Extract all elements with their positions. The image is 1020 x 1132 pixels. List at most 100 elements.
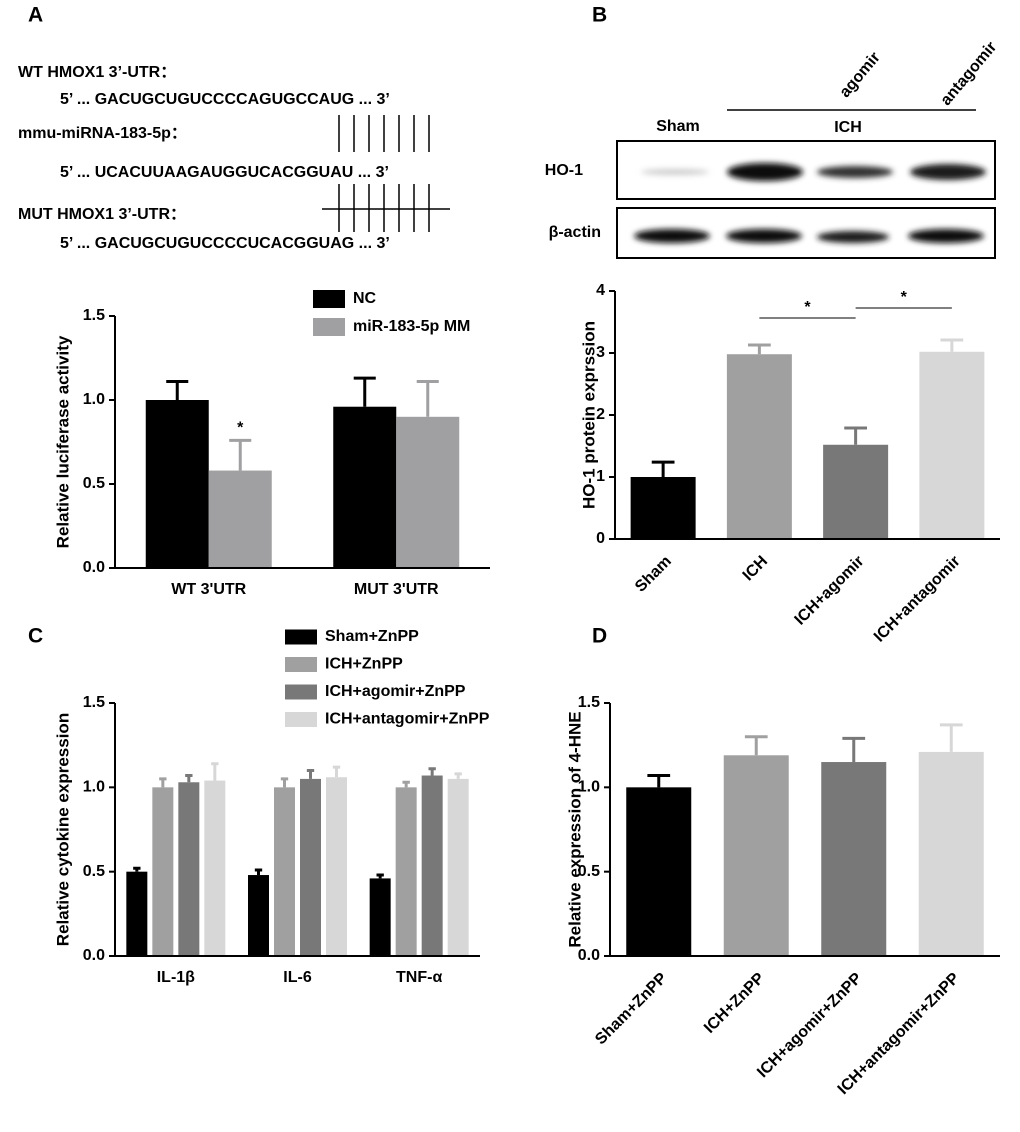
x-tick-label: IL-1β (157, 969, 195, 986)
legend-swatch (313, 290, 345, 308)
error-bar (332, 765, 341, 778)
y-tick-label: 0.5 (83, 475, 105, 492)
blot-subgroup: antagomir (938, 39, 1001, 109)
x-tick-label: ICH+ZnPP (701, 970, 768, 1037)
error-bar (842, 736, 866, 763)
blot-group: ICH (834, 119, 862, 136)
error-bar (229, 438, 252, 471)
sequence: 5’ ... UCACUUAAGAUGGUCACGGUAU ... 3’ (60, 164, 389, 181)
panel-letter: D (592, 625, 607, 648)
error-bar (402, 780, 410, 788)
bar (821, 762, 887, 956)
legend-swatch (285, 684, 317, 700)
panel-letter: C (28, 625, 43, 648)
error-bar (416, 380, 439, 417)
legend-label: NC (353, 290, 377, 307)
bar (333, 406, 397, 568)
legend-label: ICH+antagomir+ZnPP (325, 711, 490, 728)
y-tick-label: 1.5 (578, 694, 600, 711)
y-axis-label: HO-1 protein exprssion (579, 321, 598, 509)
sequence-label: MUT HMOX1 3’-UTR： (18, 206, 186, 223)
x-tick-label: MUT 3'UTR (354, 581, 439, 598)
bar (178, 782, 200, 956)
y-axis-label: Relative expression of 4-HNE (565, 711, 584, 947)
y-tick-label: 0.0 (83, 947, 105, 964)
legend-label: ICH+ZnPP (325, 656, 403, 673)
blot-row-label: β-actin (549, 224, 601, 241)
y-tick-label: 0.0 (83, 559, 105, 576)
bar (396, 416, 460, 568)
x-tick-label: TNF-α (396, 969, 442, 986)
bar (447, 778, 469, 956)
sequence-label: WT HMOX1 3’-UTR： (18, 64, 176, 81)
legend-label: ICH+agomir+ZnPP (325, 683, 466, 700)
x-tick-label: Sham (632, 553, 675, 596)
annotation: * (237, 420, 244, 437)
x-tick-label: ICH (740, 553, 772, 585)
legend-swatch (313, 318, 345, 336)
bar (204, 780, 226, 956)
blot-subgroup: agomir (836, 49, 883, 101)
y-tick-label: 1.0 (83, 779, 105, 796)
bar (300, 778, 321, 956)
bar (626, 787, 692, 956)
blot-row-label: HO-1 (545, 162, 583, 179)
error-bar (133, 866, 141, 872)
legend-swatch (285, 657, 317, 672)
error-bar (280, 777, 289, 788)
error-bar (454, 772, 462, 779)
x-tick-label: Sham+ZnPP (592, 970, 671, 1049)
bar (726, 354, 792, 539)
x-tick-label: IL-6 (283, 969, 312, 986)
sequence: 5’ ... GACUGCUGUCCCCUCACGGUAG ... 3’ (60, 235, 390, 252)
bar (152, 787, 174, 956)
error-bar (940, 338, 964, 352)
error-bar (376, 873, 384, 879)
sequence-label: mmu-miRNA-183-5p： (18, 125, 187, 142)
y-tick-label: 1 (596, 468, 605, 485)
panel-letter: B (592, 4, 607, 27)
error-bar (306, 768, 315, 779)
annotation: * (901, 289, 908, 306)
bar (918, 751, 984, 956)
legend-label: Sham+ZnPP (325, 628, 419, 645)
y-tick-label: 4 (596, 282, 605, 299)
error-bar (185, 774, 193, 783)
bar (326, 777, 347, 956)
bar (126, 871, 148, 956)
error-bar (159, 777, 167, 788)
error-bar (748, 343, 771, 355)
error-bar (211, 762, 219, 781)
annotation: * (804, 299, 811, 316)
error-bar (166, 380, 189, 400)
pairing-lines (322, 115, 450, 232)
bar (145, 400, 209, 568)
y-axis-label: Relative luciferase activity (53, 335, 72, 548)
error-bar (428, 767, 436, 776)
y-tick-label: 1.0 (578, 779, 600, 796)
y-tick-label: 0.0 (578, 947, 600, 964)
y-tick-label: 1.0 (83, 391, 105, 408)
bar (723, 755, 789, 956)
y-tick-label: 0 (596, 530, 605, 547)
bar (208, 470, 272, 568)
x-tick-label: ICH+agomir (792, 553, 868, 629)
legend-label: miR-183-5p MM (353, 318, 470, 335)
error-bar (353, 376, 376, 407)
bar (919, 351, 985, 539)
bar (630, 477, 696, 539)
panel-letter: A (28, 4, 43, 27)
bar (369, 878, 391, 956)
y-axis-label: Relative cytokine expression (53, 713, 72, 946)
error-bar (651, 460, 675, 477)
bar (395, 787, 417, 956)
y-tick-label: 3 (596, 344, 605, 361)
sequence: 5’ ... GACUGCUGUCCCCAGUGCCAUG ... 3’ (60, 91, 390, 108)
error-bar (939, 723, 963, 752)
y-tick-label: 0.5 (83, 863, 105, 880)
error-bar (647, 774, 671, 788)
legend-swatch (285, 629, 317, 645)
blot-group: Sham (656, 118, 700, 135)
